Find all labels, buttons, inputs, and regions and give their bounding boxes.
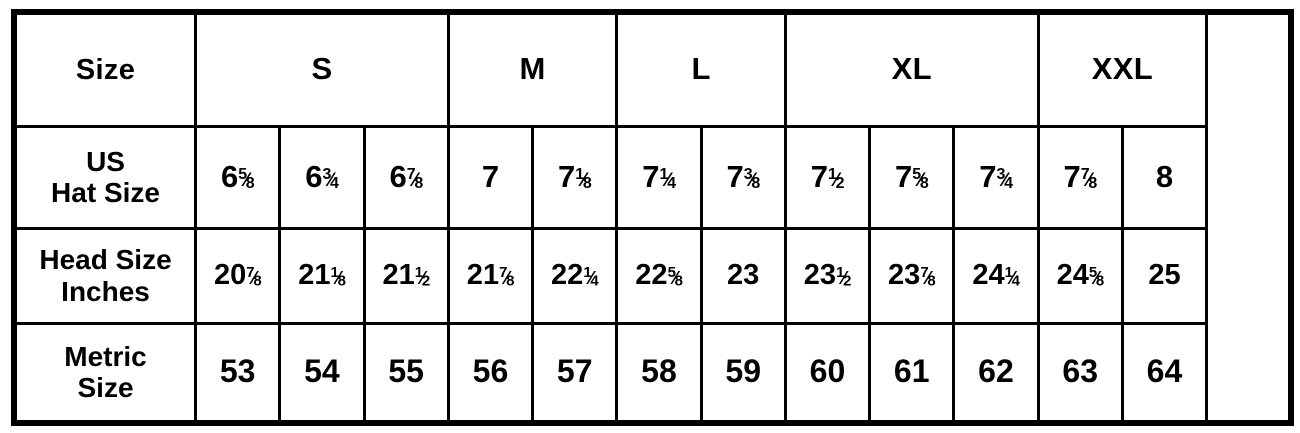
value-us-5: 71⁄4 — [642, 158, 676, 194]
value-us-11: 8 — [1155, 158, 1174, 194]
value-us-0: 65⁄8 — [221, 158, 255, 194]
size-group-m: M — [446, 10, 619, 128]
value-us-10: 77⁄8 — [1063, 158, 1098, 194]
value-us-2: 67⁄8 — [389, 158, 424, 194]
cell-head-size-inches: 225⁄8 — [615, 226, 703, 325]
cell-us-hat-size: 8 — [1120, 124, 1209, 230]
cell-head-size-inches: 25 — [1120, 226, 1209, 325]
cell-head-size-inches: 217⁄8 — [446, 226, 535, 325]
cell-metric-size: 60 — [783, 321, 872, 425]
value-inches-4: 221⁄4 — [551, 259, 599, 292]
size-group-label: S — [311, 51, 333, 87]
size-group-s: S — [194, 10, 450, 128]
cell-head-size-inches: 23 — [699, 226, 787, 325]
cell-metric-size: 54 — [278, 321, 366, 425]
value-inches-9: 241⁄4 — [972, 259, 1020, 292]
value-us-4: 71⁄8 — [558, 158, 592, 194]
cell-us-hat-size: 71⁄8 — [531, 124, 619, 230]
value-inches-10: 245⁄8 — [1056, 259, 1105, 292]
cell-head-size-inches: 241⁄4 — [952, 226, 1040, 325]
cell-head-size-inches: 207⁄8 — [194, 226, 282, 325]
cell-head-size-inches: 245⁄8 — [1036, 226, 1124, 325]
hat-size-chart-table: Size S M L XL XXL US — [11, 9, 1294, 426]
cell-metric-size: 57 — [531, 321, 619, 425]
cell-us-hat-size: 7 — [446, 124, 535, 230]
cell-head-size-inches: 211⁄8 — [278, 226, 366, 325]
cell-us-hat-size: 63⁄4 — [278, 124, 366, 230]
cell-metric-size: 59 — [699, 321, 787, 425]
cell-head-size-inches: 211⁄2 — [362, 226, 450, 325]
size-group-label: XL — [891, 51, 932, 87]
cell-us-hat-size: 75⁄8 — [868, 124, 956, 230]
value-us-3: 7 — [481, 158, 500, 194]
size-group-label: M — [519, 51, 546, 87]
cell-metric-size: 63 — [1036, 321, 1124, 425]
value-us-9: 73⁄4 — [979, 158, 1013, 194]
cell-metric-size: 58 — [615, 321, 703, 425]
value-inches-0: 207⁄8 — [214, 259, 262, 292]
cell-metric-size: 64 — [1120, 321, 1209, 425]
cell-head-size-inches: 221⁄4 — [531, 226, 619, 325]
value-inches-5: 225⁄8 — [635, 259, 683, 292]
row-label-us-hat-size: US Hat Size — [12, 124, 198, 230]
cell-head-size-inches: 231⁄2 — [783, 226, 872, 325]
cell-metric-size: 62 — [952, 321, 1040, 425]
value-inches-6: 23 — [727, 259, 760, 292]
cell-metric-size: 56 — [446, 321, 535, 425]
size-group-label: XXL — [1091, 51, 1153, 87]
value-inches-2: 211⁄2 — [382, 259, 431, 292]
cell-head-size-inches: 237⁄8 — [868, 226, 956, 325]
value-inches-8: 237⁄8 — [888, 259, 936, 292]
value-us-1: 63⁄4 — [305, 158, 339, 194]
size-group-l: L — [615, 10, 787, 128]
cell-us-hat-size: 77⁄8 — [1036, 124, 1124, 230]
size-group-label: L — [691, 51, 711, 87]
value-us-8: 75⁄8 — [895, 158, 929, 194]
row-label-metric-size: Metric Size — [12, 321, 198, 425]
value-us-7: 71⁄2 — [810, 158, 845, 194]
cell-us-hat-size: 73⁄4 — [952, 124, 1040, 230]
cell-us-hat-size: 71⁄4 — [615, 124, 703, 230]
size-group-xxl: XXL — [1036, 10, 1209, 128]
table-row-size-groups: Size S M L XL XXL — [12, 10, 1291, 128]
value-us-6: 73⁄8 — [726, 158, 761, 194]
row-label-head-size-inches: Head Size Inches — [12, 226, 198, 325]
size-group-xl: XL — [783, 10, 1040, 128]
cell-metric-size: 55 — [362, 321, 450, 425]
table-row-head-size-inches: Head Size Inches 207⁄8 211⁄8 211⁄2 217⁄8… — [12, 226, 1291, 325]
table-row-metric-size: Metric Size 53 54 55 56 57 58 59 60 61 6… — [12, 321, 1291, 425]
table-row-us-hat-size: US Hat Size 65⁄8 63⁄4 67⁄8 7 71⁄8 71⁄4 7… — [12, 124, 1291, 230]
cell-us-hat-size: 67⁄8 — [362, 124, 450, 230]
row-label-size: Size — [12, 10, 198, 128]
cell-us-hat-size: 65⁄8 — [194, 124, 282, 230]
value-inches-11: 25 — [1148, 259, 1181, 292]
cell-us-hat-size: 71⁄2 — [783, 124, 872, 230]
value-inches-7: 231⁄2 — [803, 259, 852, 292]
value-inches-1: 211⁄8 — [298, 259, 346, 292]
cell-metric-size: 53 — [194, 321, 282, 425]
cell-metric-size: 61 — [868, 321, 956, 425]
value-inches-3: 217⁄8 — [466, 259, 515, 292]
cell-us-hat-size: 73⁄8 — [699, 124, 787, 230]
